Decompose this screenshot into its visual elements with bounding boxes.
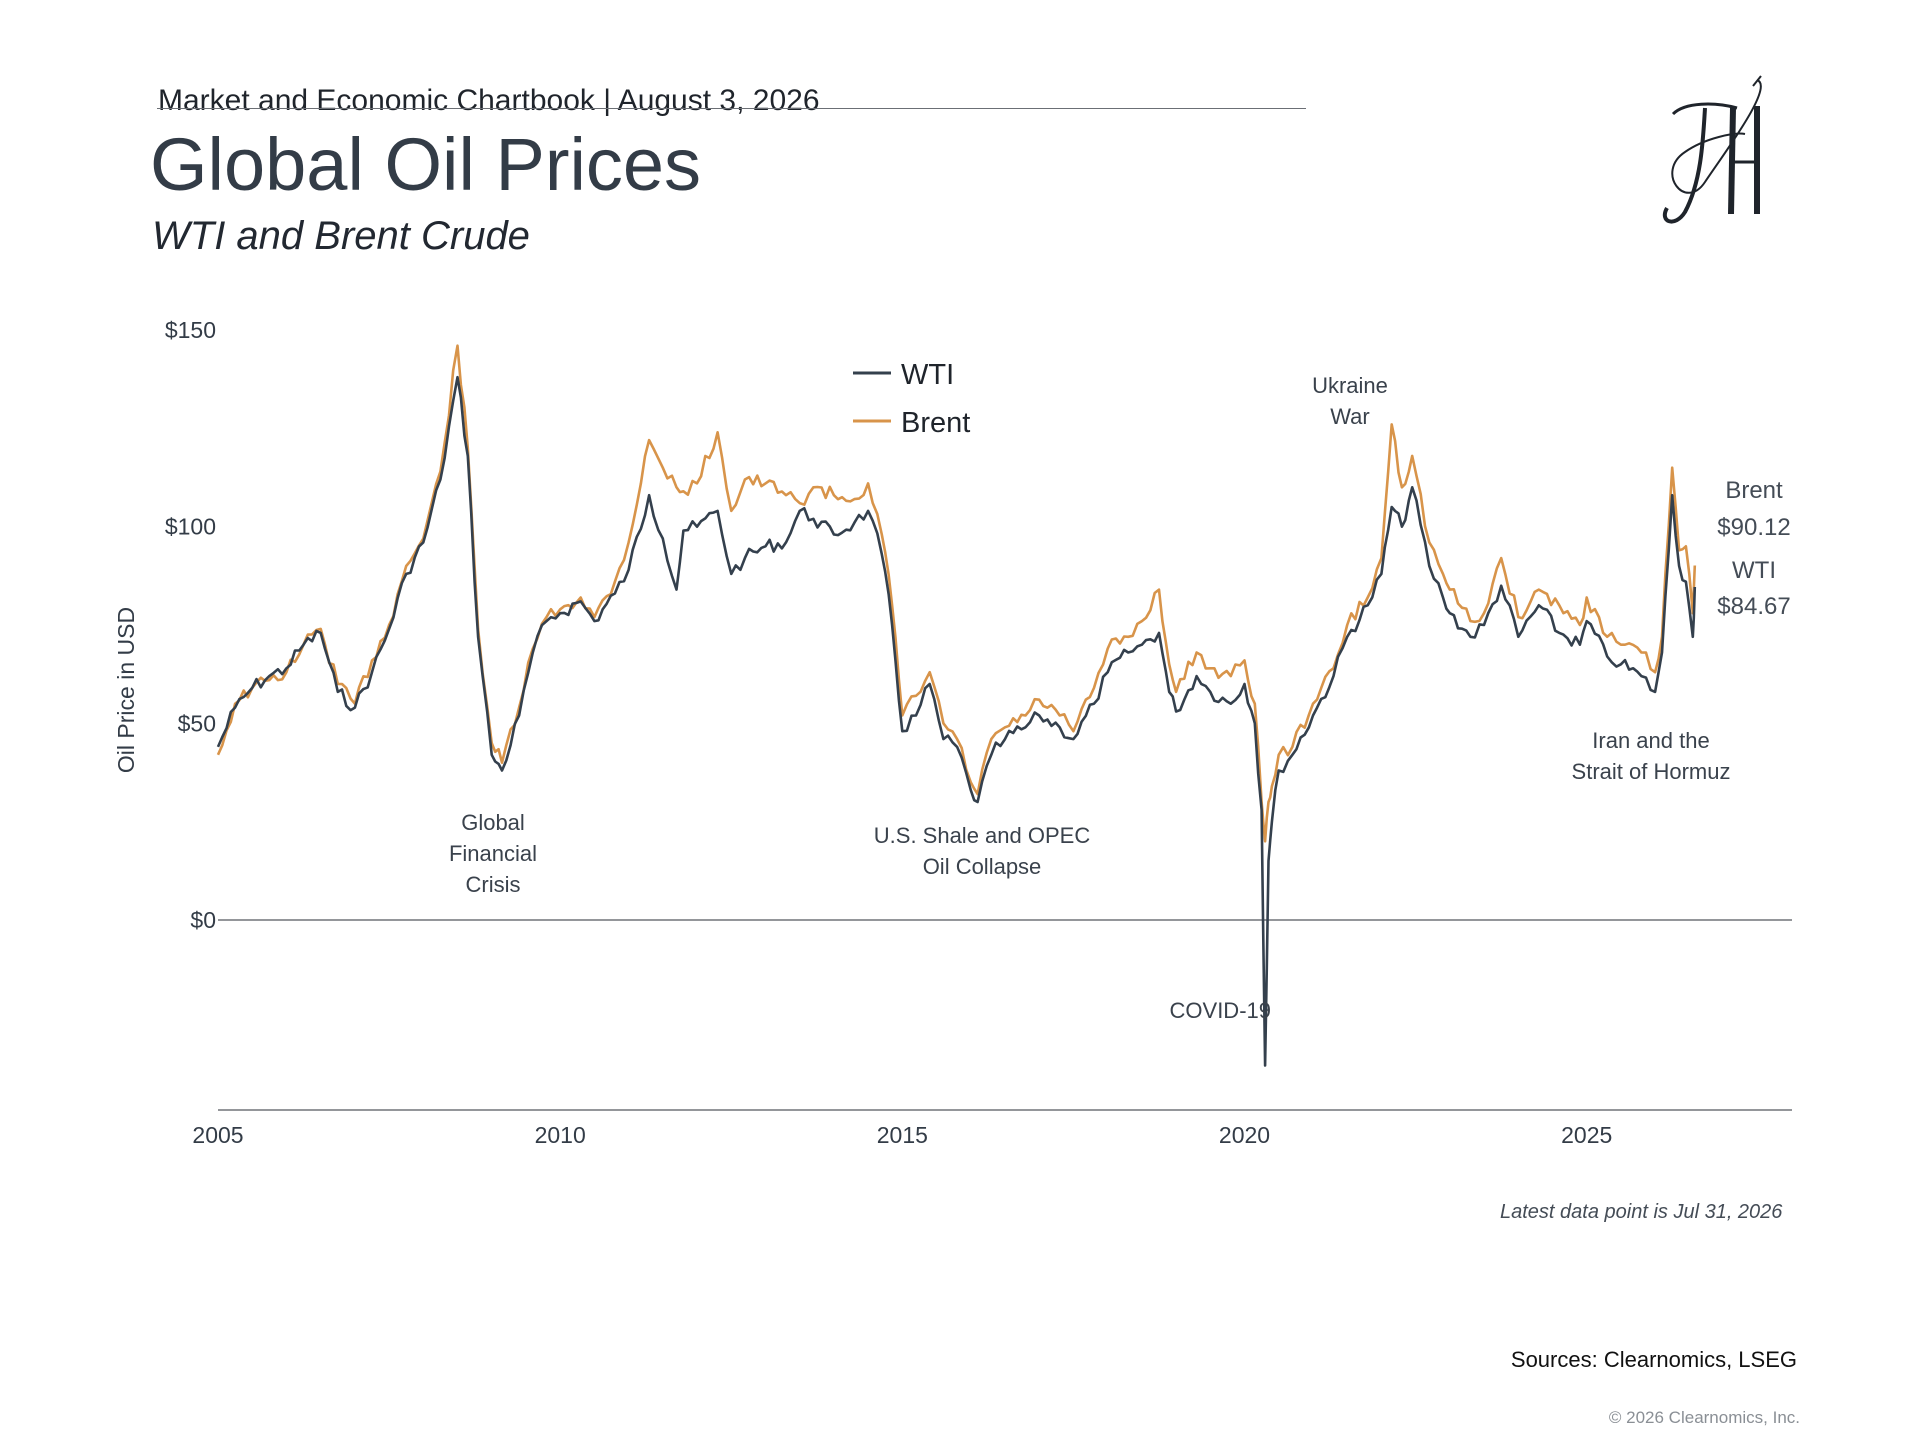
end-label-wti-name: WTI <box>1732 557 1776 584</box>
annotation-label: U.S. Shale and OPEC <box>874 823 1091 848</box>
end-label-brent-value: $90.12 <box>1717 514 1790 541</box>
series-line-wti <box>216 375 1697 1067</box>
y-tick-label: $50 <box>178 710 216 736</box>
y-tick-label: $100 <box>165 514 216 540</box>
annotation-label: Crisis <box>466 872 521 897</box>
legend-label-brent: Brent <box>901 407 970 439</box>
annotation-label: War <box>1330 404 1370 429</box>
x-tick-label: 2025 <box>1561 1122 1612 1148</box>
legend-label-wti: WTI <box>901 359 954 391</box>
y-axis-label: Oil Price in USD <box>113 607 139 773</box>
end-label-brent-name: Brent <box>1725 477 1783 504</box>
annotation-label: Oil Collapse <box>923 854 1042 879</box>
x-tick-label: 2005 <box>192 1122 243 1148</box>
annotation-label: COVID-19 <box>1170 998 1271 1023</box>
annotation-label: Ukraine <box>1312 373 1388 398</box>
page-subtitle: WTI and Brent Crude <box>152 214 530 258</box>
x-tick-label: 2010 <box>535 1122 586 1148</box>
sources-credit: Sources: Clearnomics, LSEG <box>1510 1347 1797 1372</box>
y-tick-label: $150 <box>165 317 216 343</box>
annotation-label: Strait of Hormuz <box>1572 759 1731 784</box>
end-label-wti-value: $84.67 <box>1717 593 1790 620</box>
x-tick-label: 2020 <box>1219 1122 1270 1148</box>
y-tick-label: $0 <box>190 907 216 933</box>
annotation-label: Financial <box>449 841 537 866</box>
page-title: Global Oil Prices <box>150 123 702 206</box>
latest-data-note: Latest data point is Jul 31, 2026 <box>1500 1201 1783 1223</box>
annotation-label: Iran and the <box>1592 728 1709 753</box>
cursive-jh-monogram-icon <box>1663 75 1762 224</box>
x-tick-label: 2015 <box>877 1122 928 1148</box>
header-divider <box>157 108 1306 109</box>
copyright-notice: © 2026 Clearnomics, Inc. <box>1608 1408 1800 1427</box>
chartbook-header: Market and Economic Chartbook | August 3… <box>158 84 820 117</box>
annotation-label: Global <box>461 810 525 835</box>
